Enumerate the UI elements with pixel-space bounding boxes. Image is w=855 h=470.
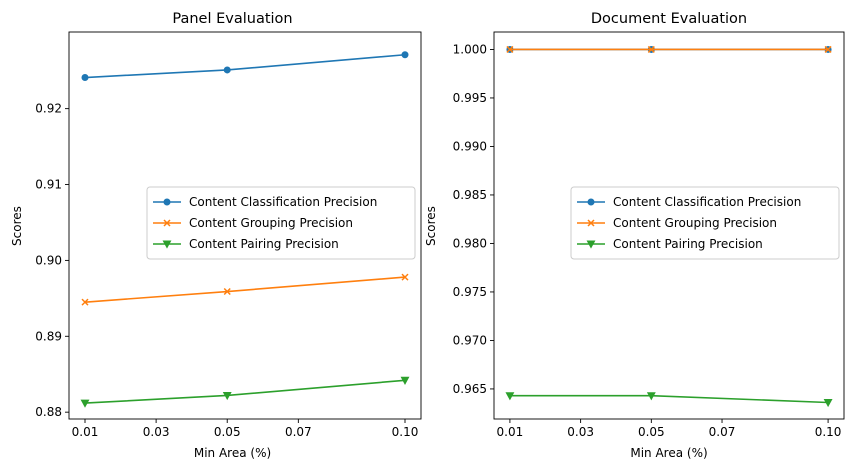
series-line: [509, 394, 829, 404]
data-point: [223, 287, 231, 296]
legend-label: Content Pairing Precision: [613, 237, 763, 251]
plot-frame: [493, 31, 845, 420]
legend-marker: [162, 240, 172, 249]
data-point: [647, 45, 655, 53]
data-point: [81, 298, 89, 306]
legend-marker: [163, 219, 171, 227]
y-tick-label: 0.90: [35, 253, 62, 267]
x-tick-label: 0.10: [392, 425, 419, 439]
plot-area: 0.01 0.03 0.05 0.07 0.10 0.965 0.970 0.975 0.980…: [453, 31, 845, 439]
chart-title: Panel Evaluation: [172, 11, 292, 27]
x-tick-label: 0.05: [214, 425, 241, 439]
legend: Content Classification Precision Content …: [570, 186, 840, 260]
legend-frame: [146, 186, 416, 260]
y-axis-label: Scores: [10, 206, 24, 246]
x-tick-label: 0.01: [497, 425, 524, 439]
chart-title: Document Evaluation: [591, 11, 747, 27]
plot-frame: [68, 31, 422, 420]
y-tick-label: 0.970: [453, 333, 487, 347]
y-tick-label: 0.985: [453, 188, 487, 202]
y-axis-label: Scores: [424, 206, 438, 246]
legend-frame: [570, 186, 840, 260]
x-tick-label: 0.01: [72, 425, 99, 439]
x-tick-label: 0.10: [815, 425, 842, 439]
x-tick-label: 0.05: [638, 425, 665, 439]
data-point: [400, 376, 410, 385]
document-evaluation-chart: Document Evaluation Min Area (%) Scores …: [424, 11, 845, 460]
plot-area: 0.01 0.03 0.05 0.07 0.10 0.88 0.89 0.90 0.91 0.92…: [35, 31, 422, 439]
series-line: [84, 379, 406, 404]
y-tick-label: 0.92: [35, 102, 62, 116]
x-tick-label: 0.07: [285, 425, 312, 439]
data-point: [80, 399, 90, 408]
legend-marker: [163, 198, 171, 206]
data-point: [81, 74, 89, 82]
data-point: [824, 45, 832, 53]
legend-label: Content Classification Precision: [189, 195, 377, 209]
x-axis-label: Min Area (%): [630, 446, 707, 460]
y-tick-label: 0.990: [453, 139, 487, 153]
data-point: [401, 51, 409, 59]
data-point: [506, 45, 514, 53]
legend-label: Content Grouping Precision: [613, 216, 777, 230]
series-line: [84, 276, 406, 303]
legend-marker: [586, 240, 596, 249]
y-tick-label: 0.91: [35, 178, 62, 192]
y-tick-label: 0.965: [453, 382, 487, 396]
y-tick-label: 0.995: [453, 91, 487, 105]
x-tick-label: 0.07: [709, 425, 736, 439]
y-tick-label: 0.89: [35, 329, 62, 343]
legend-marker: [587, 198, 595, 206]
x-axis-label: Min Area (%): [194, 446, 271, 460]
y-tick-label: 0.975: [453, 285, 487, 299]
data-point: [223, 66, 231, 74]
panel-evaluation-chart: Panel Evaluation Min Area (%) Scores 0.0…: [10, 11, 422, 460]
data-point: [401, 273, 409, 281]
series-line: [84, 53, 406, 79]
x-tick-label: 0.03: [567, 425, 594, 439]
data-point: [646, 392, 656, 401]
data-point: [823, 399, 833, 408]
x-tick-label: 0.03: [143, 425, 170, 439]
legend-label: Content Pairing Precision: [189, 237, 339, 251]
y-tick-label: 0.980: [453, 236, 487, 250]
data-point: [505, 392, 515, 401]
legend: Content Classification Precision Content …: [146, 186, 416, 260]
legend-label: Content Classification Precision: [613, 195, 801, 209]
legend-marker: [587, 219, 595, 227]
y-tick-label: 1.000: [453, 42, 487, 56]
legend-label: Content Grouping Precision: [189, 216, 353, 230]
data-point: [222, 391, 232, 401]
y-tick-label: 0.88: [35, 405, 62, 419]
